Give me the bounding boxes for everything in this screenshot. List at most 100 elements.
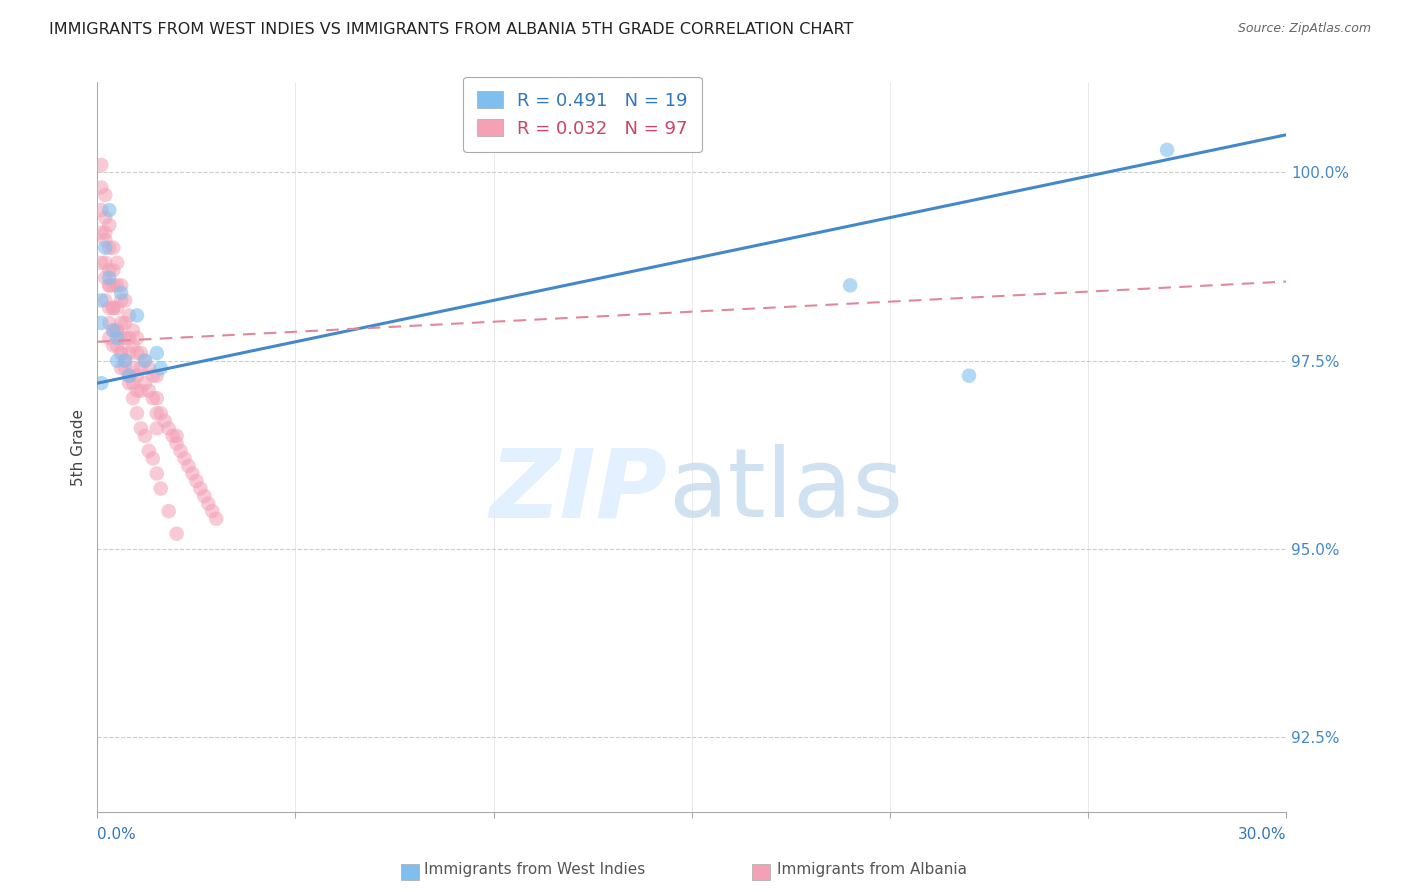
Point <box>166 436 188 450</box>
Point <box>103 278 125 293</box>
Point <box>118 331 141 345</box>
Point <box>90 203 112 218</box>
Point <box>98 278 121 293</box>
Point <box>94 226 117 240</box>
Point <box>98 241 121 255</box>
Point <box>114 353 136 368</box>
Point <box>94 270 117 285</box>
Point <box>98 331 121 345</box>
Point <box>118 309 141 323</box>
Point <box>197 497 219 511</box>
Point <box>105 256 128 270</box>
Point <box>134 376 156 391</box>
Point <box>957 368 980 383</box>
Text: Immigrants from Albania: Immigrants from Albania <box>776 863 967 877</box>
Point <box>181 467 204 481</box>
Point <box>98 218 121 232</box>
Point <box>138 384 160 398</box>
Point <box>146 467 169 481</box>
Point <box>125 368 148 383</box>
Point <box>118 368 141 383</box>
Point <box>110 331 132 345</box>
Point <box>138 361 160 376</box>
Point <box>122 338 145 352</box>
Point <box>149 361 172 376</box>
Point <box>177 458 200 473</box>
Point <box>105 338 128 352</box>
Point <box>157 421 180 435</box>
Point <box>90 180 112 194</box>
Point <box>205 511 228 525</box>
Point <box>110 285 132 300</box>
Point <box>105 324 128 338</box>
Point <box>105 353 128 368</box>
Point <box>146 346 169 360</box>
Point <box>125 346 148 360</box>
Point <box>839 278 862 293</box>
Point <box>98 301 121 315</box>
Point <box>90 158 112 172</box>
Point <box>103 301 125 315</box>
Point <box>169 444 191 458</box>
Point <box>1156 143 1178 157</box>
Point <box>98 263 121 277</box>
Y-axis label: 5th Grade: 5th Grade <box>72 409 86 485</box>
Point <box>149 406 172 420</box>
Point <box>129 361 152 376</box>
Point <box>110 293 132 308</box>
Point <box>90 256 112 270</box>
Point <box>94 241 117 255</box>
Point <box>103 263 125 277</box>
Point <box>110 346 132 360</box>
Point <box>186 474 208 488</box>
Point <box>94 211 117 225</box>
Point <box>105 331 128 345</box>
Point <box>134 429 156 443</box>
Point <box>110 278 132 293</box>
Point <box>114 316 136 330</box>
Point <box>90 376 112 391</box>
Point <box>129 421 152 435</box>
Point <box>122 391 145 405</box>
Point <box>103 301 125 315</box>
Point <box>166 429 188 443</box>
Point <box>105 301 128 315</box>
Point <box>103 324 125 338</box>
Point <box>98 203 121 218</box>
Point <box>118 368 141 383</box>
Point <box>118 376 141 391</box>
Point <box>114 353 136 368</box>
Point <box>98 270 121 285</box>
Point <box>98 316 121 330</box>
Point <box>103 338 125 352</box>
Point <box>146 368 169 383</box>
Text: atlas: atlas <box>668 444 903 538</box>
Point <box>173 451 195 466</box>
Point <box>142 368 165 383</box>
Point <box>146 421 169 435</box>
Legend: R = 0.491   N = 19, R = 0.032   N = 97: R = 0.491 N = 19, R = 0.032 N = 97 <box>463 77 702 153</box>
Point <box>162 429 184 443</box>
Text: ZIP: ZIP <box>491 444 668 538</box>
Point <box>142 451 165 466</box>
Point <box>129 346 152 360</box>
Point <box>153 414 176 428</box>
Point <box>193 489 215 503</box>
Point <box>201 504 224 518</box>
Point <box>103 241 125 255</box>
Point <box>142 391 165 405</box>
Point <box>94 233 117 247</box>
Point <box>114 331 136 345</box>
Point <box>90 226 112 240</box>
Point <box>125 406 148 420</box>
Text: Immigrants from West Indies: Immigrants from West Indies <box>423 863 645 877</box>
Point <box>125 384 148 398</box>
Point <box>146 391 169 405</box>
Point <box>110 346 132 360</box>
Point <box>103 324 125 338</box>
Point <box>105 324 128 338</box>
Point <box>90 293 112 308</box>
Point <box>122 324 145 338</box>
Text: Source: ZipAtlas.com: Source: ZipAtlas.com <box>1237 22 1371 36</box>
Point <box>129 384 152 398</box>
